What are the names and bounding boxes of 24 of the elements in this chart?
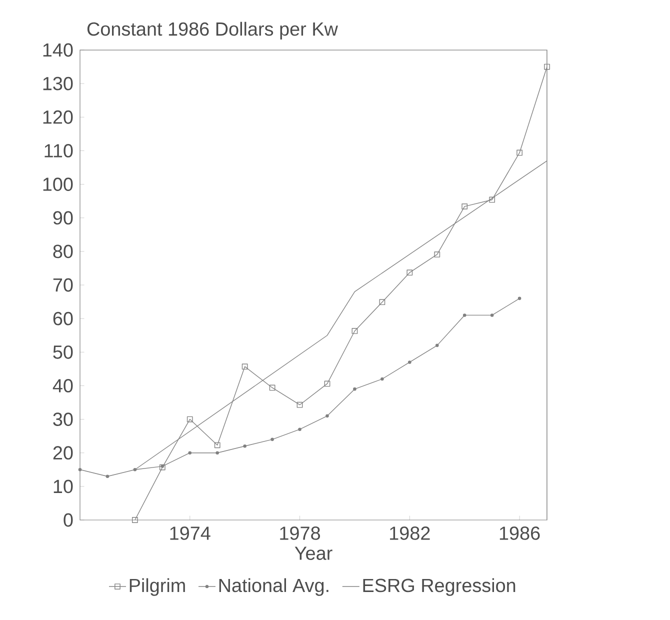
y-tick-label: 80 <box>53 244 73 258</box>
y-tick-label: 70 <box>53 278 73 292</box>
legend-label: Pilgrim <box>130 578 185 596</box>
y-tick-label: 40 <box>52 379 73 392</box>
x-tick-label: 1974 <box>170 526 210 540</box>
chart-title: Constant 1986 Dollars per Kw <box>87 22 338 40</box>
legend-label: National Avg. <box>219 578 328 596</box>
y-tick-label: 140 <box>43 43 73 57</box>
y-tick-label: 50 <box>53 345 73 359</box>
x-tick-label: 1978 <box>280 526 320 540</box>
y-tick-label: 110 <box>44 144 73 158</box>
x-tick-label: 1986 <box>500 526 540 540</box>
x-tick-label: 1982 <box>390 526 430 540</box>
y-tick-label: 90 <box>53 211 73 225</box>
y-tick-label: 100 <box>43 178 73 191</box>
y-tick-label: 10 <box>54 480 73 494</box>
x-axis-title: Year <box>294 546 332 560</box>
y-tick-label: 20 <box>53 446 73 460</box>
y-tick-label: 120 <box>43 110 73 124</box>
y-tick-label: 0 <box>64 513 73 527</box>
y-tick-label: 60 <box>53 312 73 326</box>
y-tick-label: 30 <box>53 412 73 426</box>
y-tick-label: 130 <box>43 76 73 90</box>
legend-label: ESRG Regression <box>363 578 516 596</box>
